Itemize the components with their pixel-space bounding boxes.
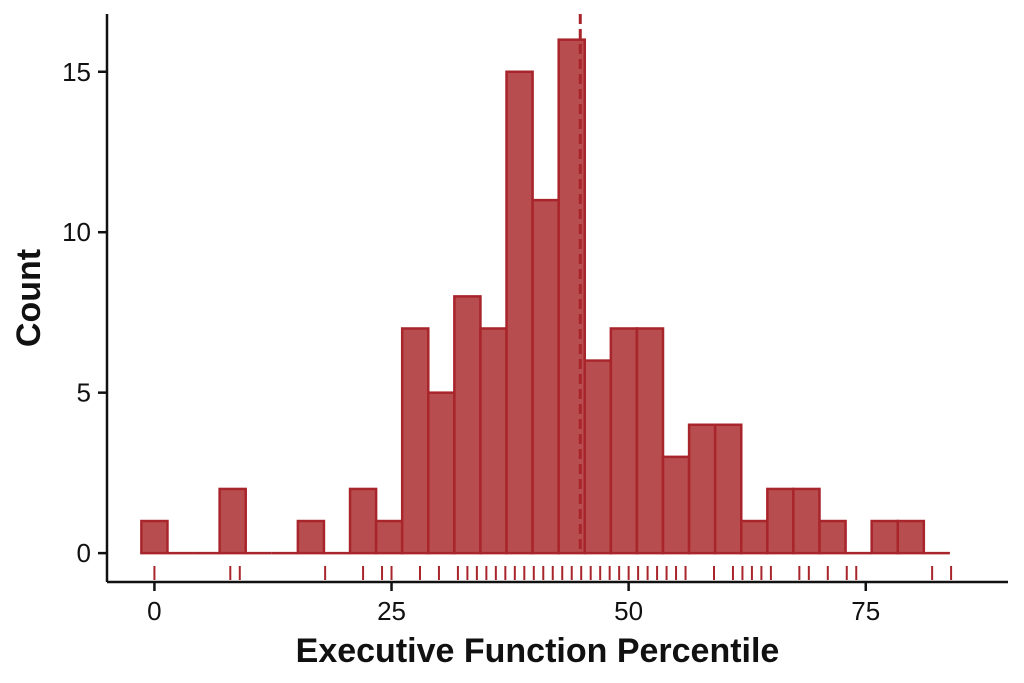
rug-marks — [153, 566, 953, 580]
histogram-bar — [661, 455, 691, 555]
histogram-bar — [427, 391, 456, 555]
x-tick-label: 50 — [614, 596, 643, 626]
histogram-bar — [479, 327, 508, 555]
x-axis-title: Executive Function Percentile — [296, 632, 780, 670]
y-tick-label: 10 — [62, 217, 91, 247]
histogram-bar — [766, 487, 795, 555]
histogram-bar — [818, 519, 847, 555]
histogram-bar — [792, 487, 821, 555]
histogram-bar — [531, 198, 560, 555]
histogram-bar — [140, 519, 169, 555]
histogram-bar — [453, 295, 482, 555]
histogram-bar — [635, 327, 665, 555]
histogram-bar — [870, 519, 899, 555]
histogram-bar — [374, 519, 404, 555]
histogram-bar — [713, 423, 743, 555]
histogram-bar — [557, 38, 587, 555]
histogram-bar — [583, 359, 613, 555]
histogram-bar — [218, 487, 247, 555]
histogram-bar — [296, 519, 326, 555]
histogram-bar — [740, 519, 769, 555]
histogram-bar — [400, 327, 430, 555]
x-tick-label: 75 — [851, 596, 880, 626]
y-axis-ticks: 0 5 10 15 — [62, 57, 107, 568]
histogram-bar — [687, 423, 717, 555]
histogram-bars — [140, 38, 950, 555]
x-tick-label: 25 — [377, 596, 406, 626]
y-tick-label: 0 — [77, 538, 91, 568]
histogram-bar — [896, 519, 926, 555]
histogram-bar — [505, 70, 534, 555]
y-tick-label: 15 — [62, 57, 91, 87]
histogram-bar — [609, 327, 639, 555]
x-axis-ticks: 0 25 50 75 — [147, 582, 880, 626]
y-tick-label: 5 — [77, 378, 91, 408]
y-axis-title: Count — [10, 249, 48, 347]
histogram-bar — [348, 487, 378, 555]
x-tick-label: 0 — [147, 596, 161, 626]
